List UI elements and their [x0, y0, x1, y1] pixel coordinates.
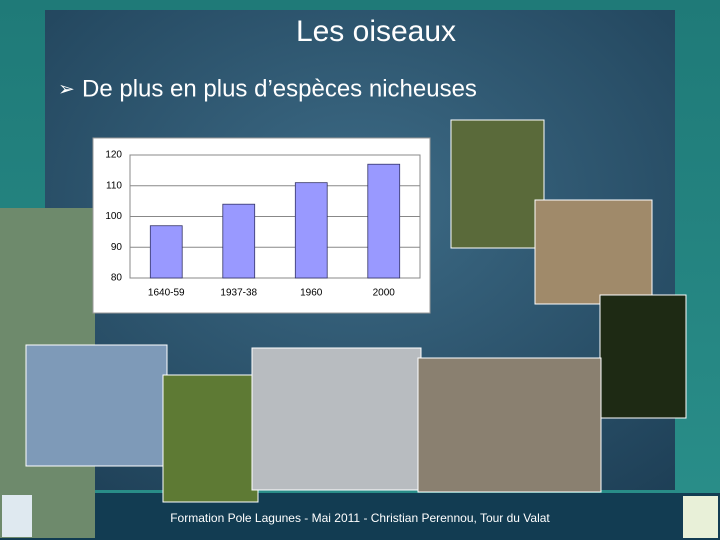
- photo: [534, 199, 653, 305]
- x-tick-label: 1640-59: [148, 288, 185, 299]
- logo: [2, 495, 32, 537]
- bar: [294, 182, 328, 279]
- photo: [417, 357, 602, 493]
- photo: [25, 344, 168, 467]
- x-tick-label: 1960: [300, 288, 323, 299]
- photo: [251, 347, 422, 491]
- bullet-text: De plus en plus d’espèces nicheuses: [82, 75, 477, 102]
- y-tick-label: 80: [111, 273, 123, 284]
- bar: [149, 225, 183, 279]
- photo: [162, 374, 259, 503]
- slide-title: Les oiseaux: [296, 15, 456, 48]
- y-tick-label: 110: [106, 180, 122, 191]
- y-tick-label: 120: [105, 150, 122, 161]
- y-tick-label: 100: [105, 211, 122, 222]
- x-tick-label: 1937-38: [220, 288, 257, 299]
- footer-text: Formation Pole Lagunes - Mai 2011 - Chri…: [170, 511, 550, 525]
- photo: [450, 119, 545, 249]
- photo: [599, 294, 687, 419]
- x-tick-label: 2000: [373, 288, 396, 299]
- footer-band: [0, 493, 720, 540]
- y-tick-label: 90: [111, 242, 123, 253]
- logo: [683, 496, 718, 538]
- chart: 80 90 100 110 120 1640-59 1937-38 1960 2000: [92, 137, 431, 314]
- bullet-marker: ➢: [58, 78, 75, 100]
- bar: [367, 163, 401, 279]
- bar: [222, 203, 256, 279]
